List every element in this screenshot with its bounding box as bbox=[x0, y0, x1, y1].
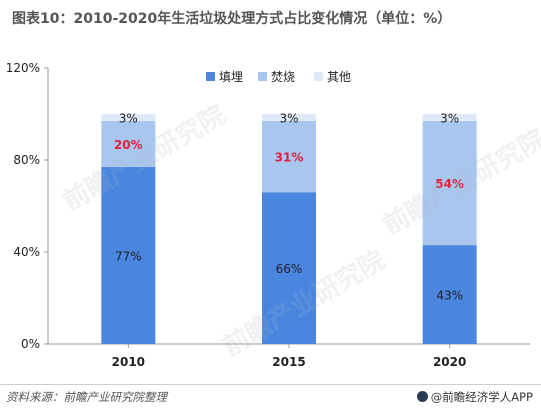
brand-credit: @前瞻经济学人APP bbox=[416, 389, 533, 405]
data-label: 43% bbox=[436, 289, 463, 303]
bar-segment bbox=[262, 192, 316, 344]
bar-segment bbox=[262, 114, 316, 121]
x-tick-label: 2015 bbox=[272, 355, 305, 369]
brand-logo-icon bbox=[416, 391, 428, 402]
x-tick-label: 2010 bbox=[112, 355, 145, 369]
data-label: 3% bbox=[440, 111, 459, 125]
legend-swatch bbox=[206, 72, 215, 81]
y-tick-label: 80% bbox=[13, 153, 40, 167]
y-tick-label: 120% bbox=[6, 61, 40, 75]
legend-label: 填埋 bbox=[219, 70, 243, 84]
bar-segment bbox=[101, 120, 156, 167]
stacked-bar-chart: 0% 40% 80% 120% 77% 20% 3% 2010 66% 31% 3% 2015 43% 5… bbox=[6, 61, 530, 369]
data-label: 66% bbox=[276, 262, 303, 276]
chart-title: 图表10：2010-2020年生活垃圾处理方式占比变化情况（单位：%） bbox=[12, 11, 452, 27]
data-label: 3% bbox=[119, 111, 138, 125]
bar-segment bbox=[262, 120, 316, 193]
bar-segment bbox=[101, 114, 156, 121]
y-tick-label: 0% bbox=[21, 337, 40, 351]
data-label: 77% bbox=[115, 249, 142, 263]
legend-label: 其他 bbox=[327, 70, 351, 84]
legend-swatch bbox=[314, 72, 323, 81]
bar-segment bbox=[422, 114, 477, 121]
data-label: 3% bbox=[279, 111, 298, 125]
source-note: 资料来源：前瞻产业研究院整理 bbox=[6, 390, 167, 404]
bar-segment bbox=[422, 120, 477, 246]
bar-segment bbox=[422, 245, 477, 344]
footer-divider bbox=[0, 384, 541, 385]
legend-swatch bbox=[258, 72, 267, 81]
data-label: 54% bbox=[435, 177, 464, 191]
brand-credit-label: @前瞻经济学人APP bbox=[430, 390, 533, 404]
legend-label: 焚烧 bbox=[271, 70, 295, 84]
y-tick-label: 40% bbox=[13, 245, 40, 259]
x-tick-label: 2020 bbox=[433, 355, 466, 369]
data-label: 20% bbox=[114, 138, 143, 152]
data-label: 31% bbox=[275, 151, 304, 165]
bar-segment bbox=[101, 166, 156, 344]
